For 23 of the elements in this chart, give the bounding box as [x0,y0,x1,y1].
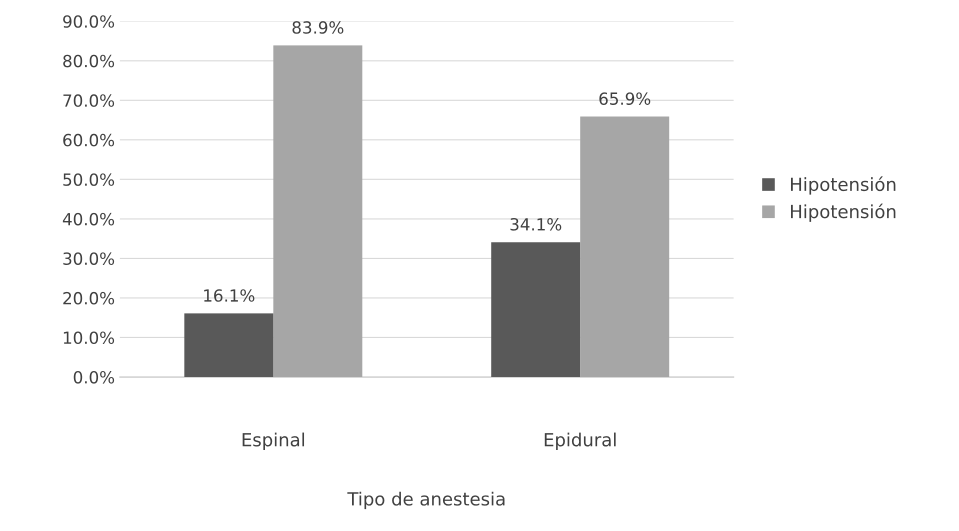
y-tick-label: 0.0% [74,370,114,384]
y-tick-label: 90.0% [63,15,114,28]
x-axis-title: Tipo de anestesia [347,492,504,510]
bar [273,45,362,378]
y-tick-label: 60.0% [63,134,114,146]
y-tick-label: 50.0% [63,173,114,186]
legend-label: Hipotensión [791,176,896,195]
y-tick-label: 10.0% [64,331,114,344]
bar [580,116,670,378]
y-tick-label: 40.0% [62,212,114,226]
bar [184,313,274,378]
x-tick-label: Espinal [242,432,304,450]
data-label: 34.1% [510,218,562,231]
legend-label: Hipotensión [791,204,896,222]
bar [491,242,580,378]
data-label: 16.1% [204,289,254,302]
y-tick-label: 70.0% [63,94,114,107]
data-label: 83.9% [292,21,344,34]
y-tick-label: 80.0% [63,54,114,68]
x-tick-label: Epidural [544,432,616,450]
data-label: 65.9% [599,92,650,105]
y-tick-label: 30.0% [63,252,114,265]
y-tick-label: 20.0% [63,292,114,305]
